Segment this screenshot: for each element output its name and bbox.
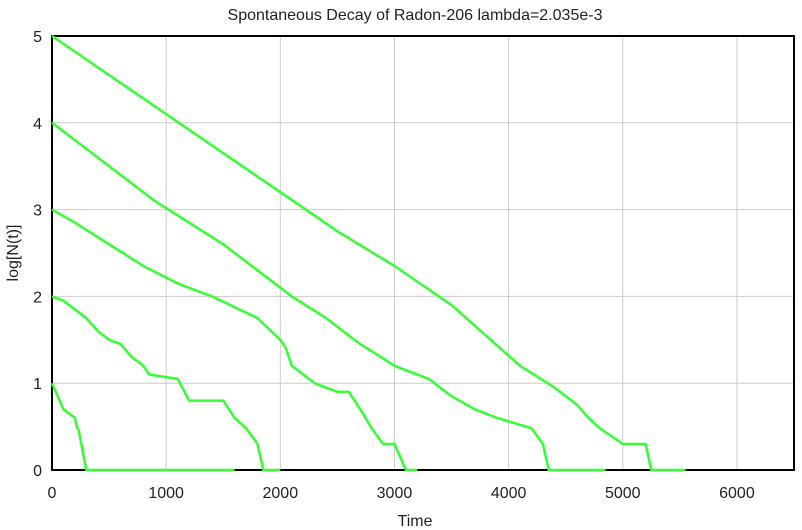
y-tick-label: 4: [33, 116, 42, 133]
x-tick-label: 6000: [719, 485, 755, 502]
y-tick-label: 0: [33, 463, 42, 480]
y-tick-label: 5: [33, 29, 42, 46]
x-tick-label: 4000: [491, 485, 527, 502]
y-tick-label: 1: [33, 376, 42, 393]
x-tick-label: 1000: [148, 485, 184, 502]
x-tick-label: 3000: [377, 485, 413, 502]
decay-series-line-2: [51, 208, 418, 472]
plot-frame: [51, 35, 795, 471]
decay-series-line-0: [50, 382, 235, 472]
decay-series-line-1: [51, 295, 281, 472]
x-tick-label: 5000: [605, 485, 641, 502]
x-tick-label: 2000: [263, 485, 299, 502]
tick-labels: 0 1000 2000 3000 4000 5000 6000 0 1 2 3 4 5: [33, 29, 755, 502]
x-tick-label: 0: [48, 485, 57, 502]
y-tick-label: 2: [33, 289, 42, 306]
decay-series-line-4: [51, 34, 686, 472]
decay-series-line-3: [51, 121, 606, 472]
chart-title: Spontaneous Decay of Radon-206 lambda=2.…: [228, 7, 603, 24]
x-axis-label: Time: [398, 513, 433, 530]
y-axis-label: log[N(t)]: [5, 225, 22, 282]
y-tick-label: 3: [33, 203, 42, 220]
series-group: [50, 34, 686, 472]
